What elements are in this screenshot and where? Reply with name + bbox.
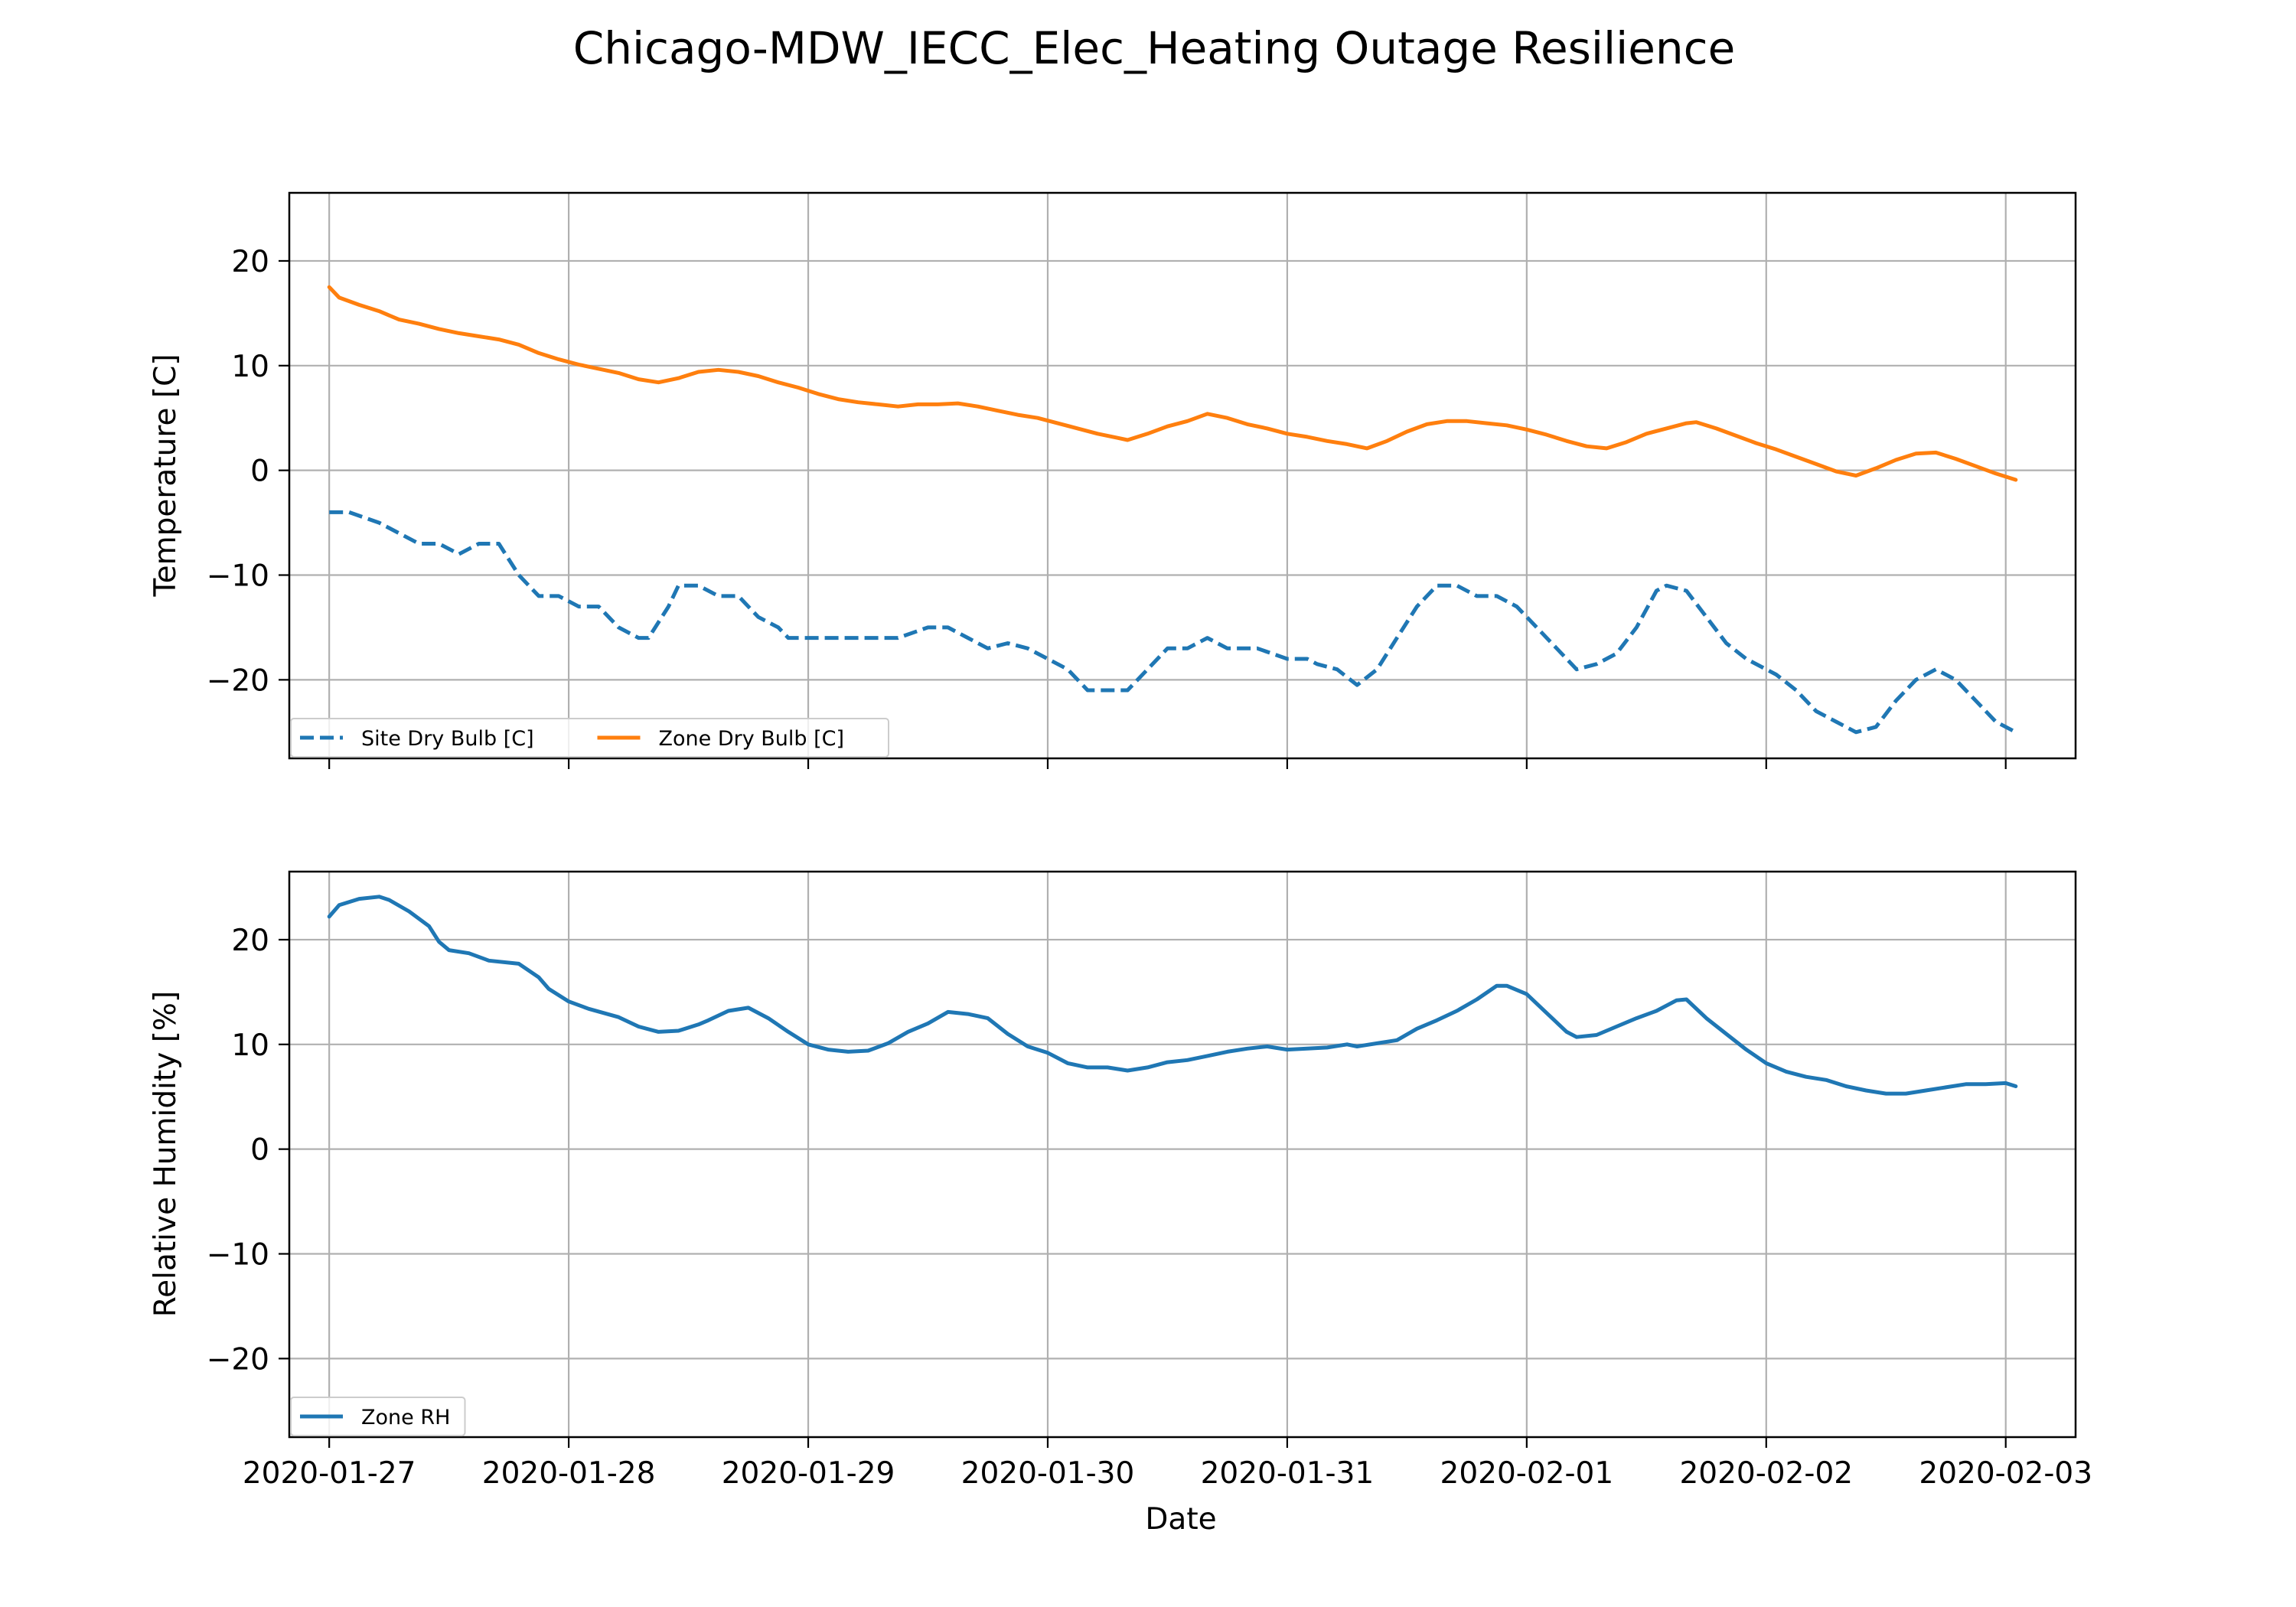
x-tick-label: 2020-01-31 [1201,1456,1375,1491]
temperature-y-tick-label: 10 [231,350,269,384]
humidity-y-axis-label: Relative Humidity [%] [148,991,183,1317]
zone-rh-legend-label: Zone RH [361,1406,450,1429]
humidity-y-tick-label: 10 [231,1028,269,1063]
zone-dry-bulb-c-line [327,285,2018,482]
temperature-y-tick-label: 0 [250,455,269,489]
humidity-legend-box [290,1397,466,1436]
temperature-y-tick-label: −10 [207,559,269,594]
x-tick-label: 2020-01-30 [961,1456,1135,1491]
humidity-y-tick-label: −10 [207,1238,269,1273]
temperature-legend: Site Dry Bulb [C] Zone Dry Bulb [C] [290,718,889,758]
x-tick-label: 2020-01-27 [243,1456,416,1491]
humidity-y-tick-label: −20 [207,1342,269,1377]
zone-dry-bulb-c-legend-label: Zone Dry Bulb [C] [659,727,845,751]
temperature-y-axis-label: Temperature [C] [148,354,183,597]
temperature-ticks: 20 10 0 −10 −20 [207,245,2007,769]
humidity-y-tick-label: 0 [250,1133,269,1168]
temperature-y-tick-label: 20 [231,245,269,279]
humidity-y-tick-label: 20 [231,924,269,958]
temperature-panel: 20 10 0 −10 −20 Temperature [C] Site Dry Bul… [148,191,2077,769]
humidity-axes-frame [288,870,2077,1439]
chart-title: Chicago-MDW_IECC_Elec_Heating Outage Res… [573,22,1736,74]
humidity-grid [289,872,2076,1437]
x-axis-label: Date [1145,1502,1216,1537]
temperature-axes-frame [288,191,2077,760]
zone-rh-line [327,895,2018,1096]
temperature-grid [289,193,2076,758]
x-tick-label: 2020-01-29 [722,1456,895,1491]
x-tick-label: 2020-02-03 [1919,1456,2092,1491]
site-dry-bulb-c-line [329,510,2017,735]
temperature-y-tick-label: −20 [207,663,269,698]
humidity-panel: 20 10 0 −10 −20 Relative Humidity [%] Zone R… [148,870,2077,1448]
x-tick-label: 2020-01-28 [482,1456,656,1491]
humidity-series [327,895,2018,1096]
x-tick-label: 2020-02-02 [1679,1456,1853,1491]
x-axis-ticks: 2020-01-27 2020-01-28 2020-01-29 2020-01-30… [243,1456,2092,1491]
humidity-ticks: 20 10 0 −10 −20 [207,924,2007,1448]
temperature-series [327,285,2018,735]
temperature-legend-box [290,718,889,758]
humidity-legend: Zone RH [290,1397,466,1436]
x-tick-label: 2020-02-01 [1440,1456,1614,1491]
site-dry-bulb-c-legend-label: Site Dry Bulb [C] [361,727,534,751]
